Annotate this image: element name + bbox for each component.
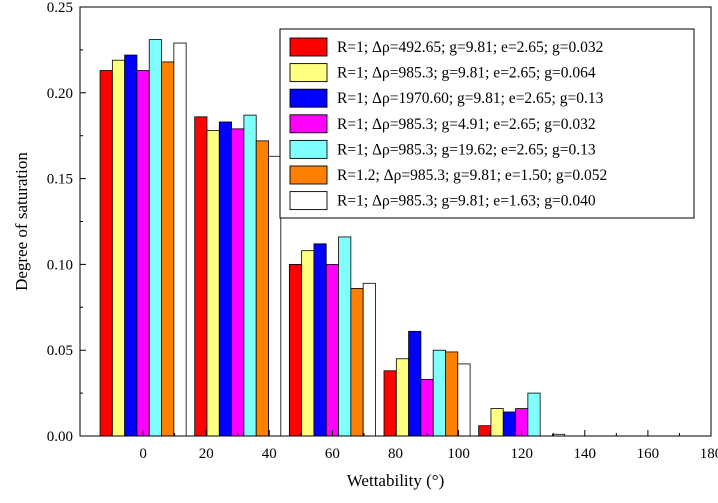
- bar-series-4-cat-60: [325, 263, 339, 437]
- bar-series-2-cat-0: [111, 59, 126, 437]
- y-axis-title: Degree of saturation: [12, 152, 31, 291]
- bar-series-5-cat-30: [243, 114, 257, 437]
- x-tick-label: 160: [637, 446, 660, 462]
- y-tick-label: 0.05: [47, 343, 73, 359]
- legend-label: R=1; Δρ=985.3; g=4.91; e=2.65; g=0.032: [337, 116, 596, 133]
- bars-layer: [99, 39, 566, 437]
- x-tick-label: 180: [700, 446, 718, 462]
- bar-series-6-cat-90: [445, 351, 459, 437]
- bar-series-1-cat-120: [478, 425, 492, 437]
- x-axis-title: Wettability (°): [347, 471, 444, 490]
- legend-label: R=1; Δρ=492.65; g=9.81; e=2.65; g=0.032: [337, 39, 603, 56]
- bar-series-3-cat-120: [502, 411, 516, 437]
- bar-series-2-cat-30: [206, 130, 220, 437]
- bar-series-5-cat-60: [338, 236, 352, 437]
- bar-series-3-cat-0: [124, 54, 138, 437]
- legend-swatch: [289, 88, 328, 108]
- y-tick-label: 0.25: [47, 0, 73, 16]
- bar-series-5-cat-90: [432, 349, 446, 437]
- bar-series-1-cat-30: [194, 116, 208, 437]
- x-tick-label: 120: [510, 446, 533, 462]
- x-tick-label: 140: [574, 446, 597, 462]
- legend-swatch: [289, 114, 328, 134]
- x-axis: 0 20 40 60 80 100 120 140 160 180: [111, 430, 718, 462]
- bar-series-3-cat-30: [218, 121, 233, 437]
- bar-series-1-cat-90: [383, 370, 397, 437]
- bar-series-5-cat-120: [527, 392, 541, 437]
- bar-series-7-cat-60: [362, 282, 376, 437]
- legend-box: [279, 28, 695, 219]
- y-axis: 0.00 0.05 0.10 0.15 0.20 0.25: [47, 0, 86, 445]
- bar-series-1-cat-60: [288, 263, 303, 437]
- y-tick-label: 0.00: [47, 429, 73, 445]
- bar-series-4-cat-30: [231, 128, 245, 437]
- bar-series-6-cat-0: [161, 61, 175, 437]
- bar-series-6-cat-30: [255, 140, 269, 437]
- bar-series-7-cat-0: [173, 42, 187, 437]
- x-tick-label: 60: [325, 446, 340, 462]
- bar-series-2-cat-60: [301, 250, 315, 437]
- bar-series-3-cat-60: [313, 243, 327, 437]
- bar-series-4-cat-90: [420, 378, 434, 437]
- x-tick-label: 100: [447, 446, 470, 462]
- bar-series-3-cat-90: [408, 330, 422, 437]
- x-tick-label: 0: [139, 446, 147, 462]
- bar-series-7-cat-30: [268, 155, 282, 437]
- legend: R=1; Δρ=492.65; g=9.81; e=2.65; g=0.032 R…: [279, 28, 695, 219]
- legend-label: R=1; Δρ=1970.60; g=9.81; e=2.65; g=0.13: [337, 90, 604, 107]
- x-tick-label: 20: [199, 446, 214, 462]
- bar-series-1-cat-0: [99, 70, 113, 437]
- legend-label: R=1; Δρ=985.3; g=9.81; e=2.65; g=0.064: [337, 65, 596, 82]
- legend-swatch: [289, 63, 328, 83]
- bar-series-7-cat-90: [457, 363, 471, 437]
- bar-series-2-cat-120: [490, 408, 504, 437]
- bar-series-5-cat-0: [148, 39, 162, 437]
- legend-label: R=1; Δρ=985.3; g=19.62; e=2.65; g=0.13: [337, 141, 596, 158]
- y-tick-label: 0.20: [47, 86, 73, 102]
- legend-swatch: [289, 37, 328, 57]
- legend-label: R=1; Δρ=985.3; g=9.81; e=1.63; g=0.040: [337, 193, 596, 210]
- legend-swatch: [289, 191, 328, 211]
- bar-series-6-cat-60: [350, 288, 364, 437]
- y-tick-label: 0.10: [47, 257, 73, 273]
- legend-label: R=1.2; Δρ=985.3; g=9.81; e=1.50; g=0.052: [337, 167, 607, 184]
- bar-series-2-cat-90: [395, 358, 409, 437]
- y-tick-label: 0.15: [47, 172, 73, 188]
- legend-swatch: [289, 165, 328, 185]
- x-tick-label: 40: [262, 446, 277, 462]
- legend-swatch: [289, 139, 328, 159]
- x-tick-label: 80: [388, 446, 403, 462]
- bar-series-4-cat-0: [136, 70, 150, 437]
